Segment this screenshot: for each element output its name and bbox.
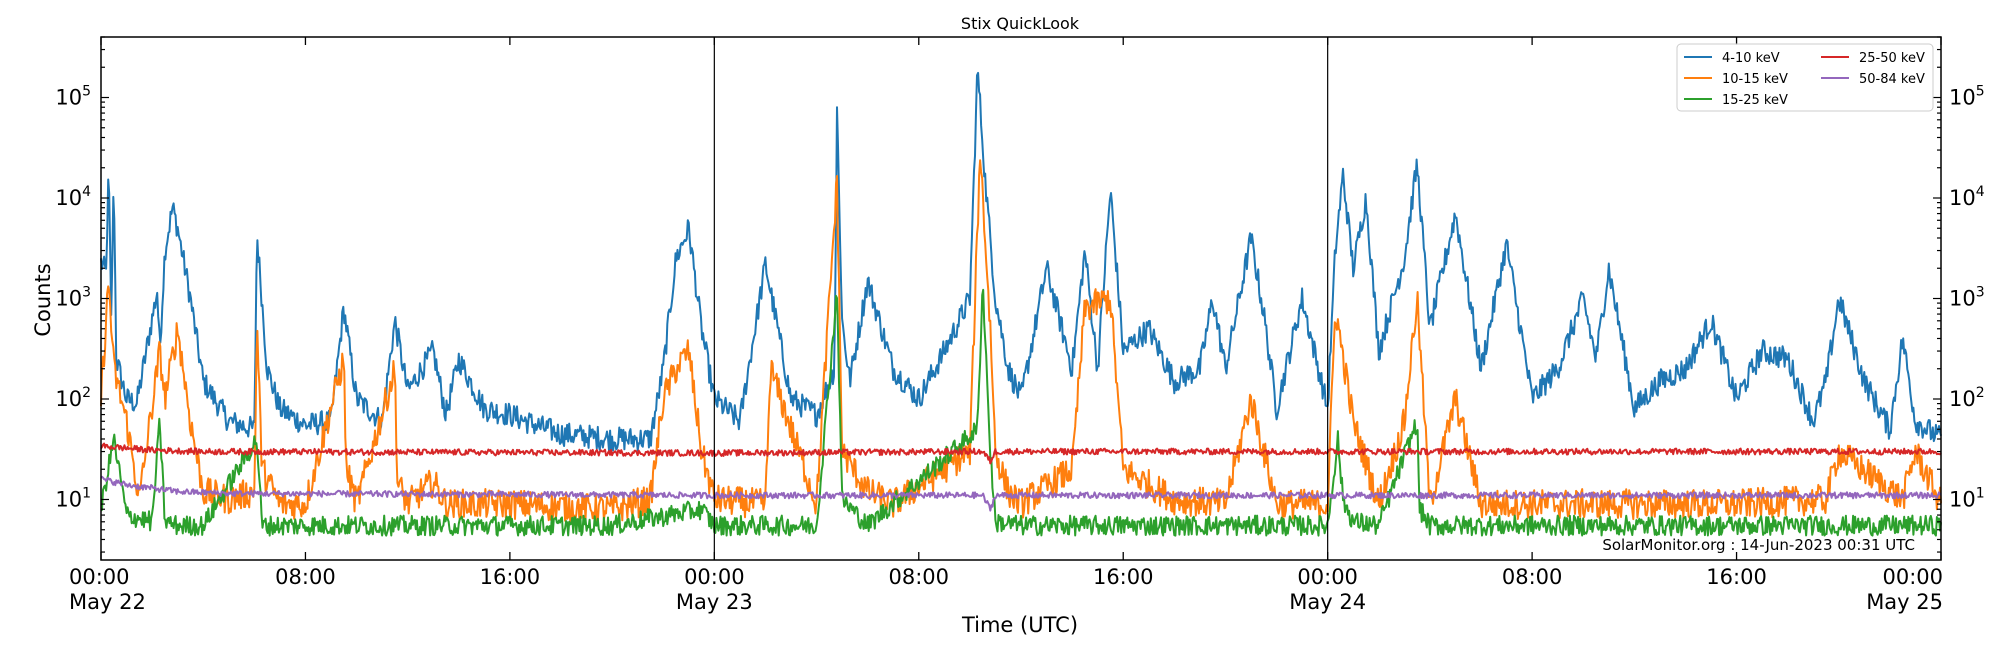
x-tick-label: 00:00	[1297, 565, 1358, 589]
x-date-label: May 22	[69, 590, 146, 614]
legend-box	[1676, 43, 1934, 112]
series-line-4-10-kev	[100, 71, 1942, 452]
y-tick-label-right: 105	[1949, 84, 1985, 110]
x-tick-label: 00:00	[684, 565, 745, 589]
y-tick-label-left: 103	[55, 285, 91, 311]
y-tick-label-left: 101	[55, 485, 91, 511]
x-tick-label: 16:00	[1093, 565, 1154, 589]
x-date-label: May 25	[1866, 590, 1943, 614]
x-tick-label: 08:00	[889, 565, 950, 589]
series-line-10-15-kev	[100, 159, 1942, 523]
y-tick-label-right: 103	[1949, 285, 1985, 311]
day-dividers	[713, 37, 1329, 560]
x-tick-label: 00:00	[69, 565, 130, 589]
series-line-25-50-kev	[100, 442, 1942, 465]
legend-label: 4-10 keV	[1722, 51, 1780, 66]
footer-credit: SolarMonitor.org : 14-Jun-2023 00:31 UTC	[1602, 536, 1915, 554]
x-tick-label: 16:00	[480, 565, 541, 589]
legend: 4-10 keV 10-15 keV 15-25 keV 25-50 keV 50-84…	[1676, 43, 1934, 112]
chart-title: Stix QuickLook	[961, 14, 1080, 33]
y-tick-label-right: 102	[1949, 385, 1985, 411]
x-axis-label: Time (UTC)	[961, 613, 1078, 637]
y-tick-label-left: 102	[55, 385, 91, 411]
legend-label: 50-84 keV	[1859, 72, 1925, 87]
x-tick-label: 00:00	[1882, 565, 1943, 589]
legend-label: 10-15 keV	[1722, 72, 1788, 87]
series-line-15-25-kev	[100, 288, 1942, 537]
y-tick-label-left: 105	[55, 84, 91, 110]
x-tick-label: 16:00	[1706, 565, 1767, 589]
series-line-50-84-kev	[100, 475, 1942, 512]
x-date-label: May 24	[1289, 590, 1366, 614]
series-layer	[100, 71, 1942, 537]
y-tick-label-left: 104	[55, 184, 91, 210]
y-tick-label-right: 101	[1949, 485, 1985, 511]
x-tick-label: 08:00	[1502, 565, 1563, 589]
x-date-label: May 23	[676, 590, 753, 614]
y-tick-label-right: 104	[1949, 184, 1985, 210]
x-tick-label: 08:00	[275, 565, 336, 589]
y-axis-label: Counts	[31, 263, 55, 336]
legend-label: 15-25 keV	[1722, 93, 1788, 108]
legend-label: 25-50 keV	[1859, 51, 1925, 66]
